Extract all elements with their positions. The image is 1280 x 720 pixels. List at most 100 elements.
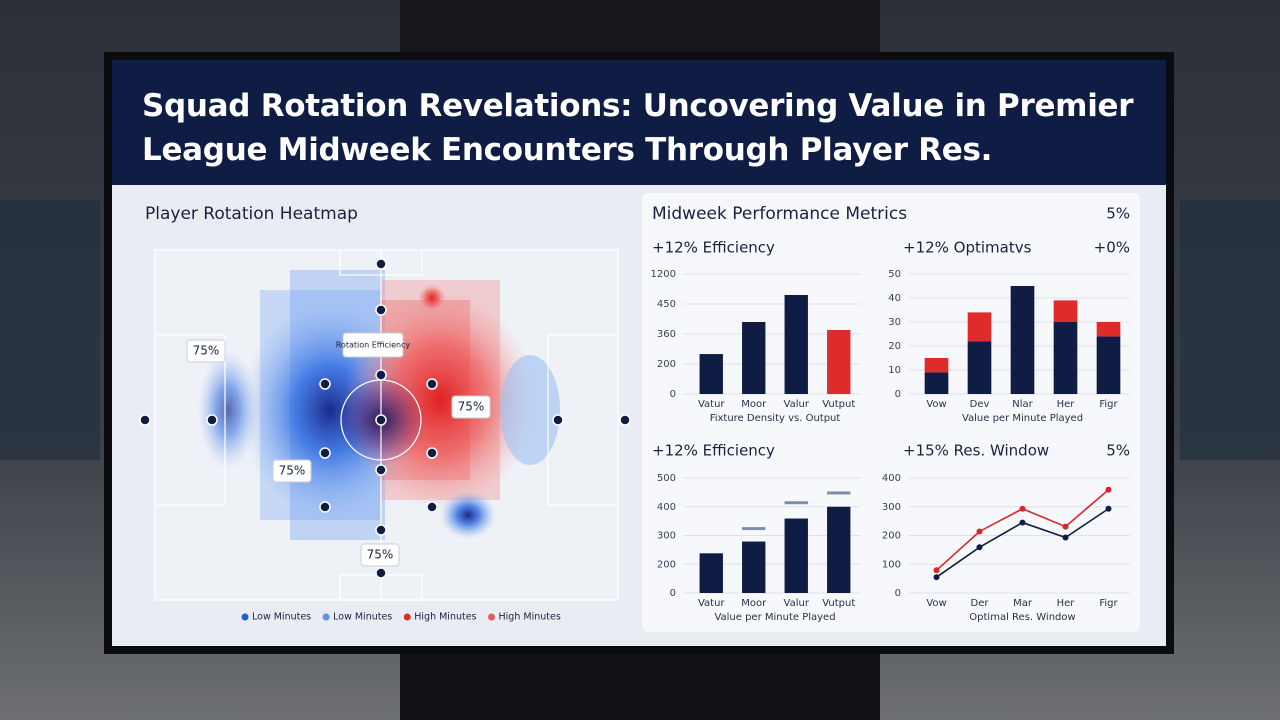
y-tick-label: 300 xyxy=(657,531,676,542)
x-tick-label: Vow xyxy=(926,598,946,609)
y-tick-label: 300 xyxy=(882,502,901,513)
bar-segment xyxy=(967,341,992,394)
y-tick-label: 450 xyxy=(657,299,676,310)
heat-center-label: Rotation Efficiency xyxy=(336,341,411,350)
headline: Squad Rotation Revelations: Uncovering V… xyxy=(142,88,1134,168)
point xyxy=(1105,505,1112,512)
metrics-badge: 5% xyxy=(1106,205,1130,223)
y-tick-label: 10 xyxy=(888,365,901,376)
x-tick-label: Vatur xyxy=(698,399,725,410)
bar xyxy=(784,518,808,593)
target-marker xyxy=(742,527,766,531)
y-tick-label: 400 xyxy=(657,502,676,513)
bar-segment xyxy=(1053,300,1078,322)
bar xyxy=(827,506,851,593)
heatmap-title: Player Rotation Heatmap xyxy=(145,204,358,224)
heat-label: 75% xyxy=(279,464,306,478)
players xyxy=(139,258,631,579)
bar xyxy=(742,322,766,394)
bar-segment xyxy=(1010,286,1035,394)
y-tick-label: 200 xyxy=(657,559,676,570)
y-tick-label: 0 xyxy=(670,389,676,400)
metrics-title: Midweek Performance Metrics xyxy=(652,204,907,224)
y-tick-label: 30 xyxy=(888,317,901,328)
y-tick-label: 400 xyxy=(882,473,901,484)
y-tick-label: 0 xyxy=(895,588,901,599)
x-axis-label: Value per Minute Played xyxy=(962,413,1083,424)
chart-subtitle: +15% Res. Window xyxy=(903,442,1049,460)
chart-subtitle: +12% Efficiency xyxy=(652,442,775,460)
y-tick-label: 200 xyxy=(657,359,676,370)
x-tick-label: Vow xyxy=(926,399,946,410)
y-tick-label: 100 xyxy=(882,559,901,570)
legend-label: High Minutes xyxy=(499,612,561,623)
label-boxes xyxy=(186,332,491,567)
window xyxy=(1180,200,1280,460)
heat-label: 75% xyxy=(193,344,220,358)
x-tick-label: Figr xyxy=(1099,399,1118,410)
bar-segment xyxy=(967,312,992,342)
y-tick-label: 200 xyxy=(882,531,901,542)
chart-badge: 5% xyxy=(1106,442,1130,460)
point xyxy=(933,574,940,581)
y-tick-label: 40 xyxy=(888,293,901,304)
x-tick-label: Valur xyxy=(784,399,810,410)
header xyxy=(112,60,1166,185)
bar xyxy=(699,553,723,593)
y-tick-label: 360 xyxy=(657,329,676,340)
x-tick-label: Valur xyxy=(784,598,810,609)
y-tick-label: 0 xyxy=(670,588,676,599)
bar-segment xyxy=(1096,336,1121,394)
bar xyxy=(742,541,766,593)
legend-label: High Minutes xyxy=(414,612,476,623)
x-tick-label: Moor xyxy=(741,598,767,609)
x-tick-label: Figr xyxy=(1099,598,1118,609)
window xyxy=(0,200,100,460)
point xyxy=(976,544,983,551)
heat-label: 75% xyxy=(367,548,394,562)
legend-label: Low Minutes xyxy=(333,612,392,623)
legend-label: Low Minutes xyxy=(252,612,311,623)
x-tick-label: Her xyxy=(1057,399,1076,410)
legend-dot xyxy=(241,613,249,621)
stand xyxy=(400,654,880,720)
bar-segment xyxy=(924,372,949,394)
legend-dot xyxy=(403,613,411,621)
point xyxy=(1019,519,1026,526)
bar-segment xyxy=(924,358,949,373)
y-tick-label: 50 xyxy=(888,269,901,280)
point xyxy=(1019,505,1026,512)
y-tick-label: 1200 xyxy=(651,269,676,280)
x-tick-label: Nlar xyxy=(1012,399,1033,410)
y-tick-label: 500 xyxy=(657,473,676,484)
legend-dot xyxy=(322,613,330,621)
x-axis-label: Optimal Res. Window xyxy=(969,612,1075,623)
x-tick-label: Vutput xyxy=(822,399,855,410)
target-marker xyxy=(784,501,808,505)
chart-subtitle: +12% Efficiency xyxy=(652,239,775,257)
y-tick-label: 20 xyxy=(888,341,901,352)
point xyxy=(933,567,940,574)
x-axis-label: Value per Minute Played xyxy=(714,612,835,623)
chart-subtitle: +12% Optimatvs xyxy=(903,239,1032,257)
legend-dot xyxy=(488,613,496,621)
point xyxy=(1105,486,1112,493)
x-axis-label: Fixture Density vs. Output xyxy=(710,413,841,424)
bar xyxy=(784,295,808,394)
x-tick-label: Moor xyxy=(741,399,767,410)
bar xyxy=(827,330,851,394)
point xyxy=(1062,534,1069,541)
x-tick-label: Dev xyxy=(970,399,990,410)
point xyxy=(976,528,983,535)
x-tick-label: Vatur xyxy=(698,598,725,609)
heat-label: 75% xyxy=(458,400,485,414)
point xyxy=(1062,523,1069,530)
x-tick-label: Der xyxy=(971,598,990,609)
x-tick-label: Mar xyxy=(1013,598,1033,609)
x-tick-label: Vutput xyxy=(822,598,855,609)
target-marker xyxy=(827,491,851,495)
bar-segment xyxy=(1053,322,1078,394)
y-tick-label: 0 xyxy=(895,389,901,400)
